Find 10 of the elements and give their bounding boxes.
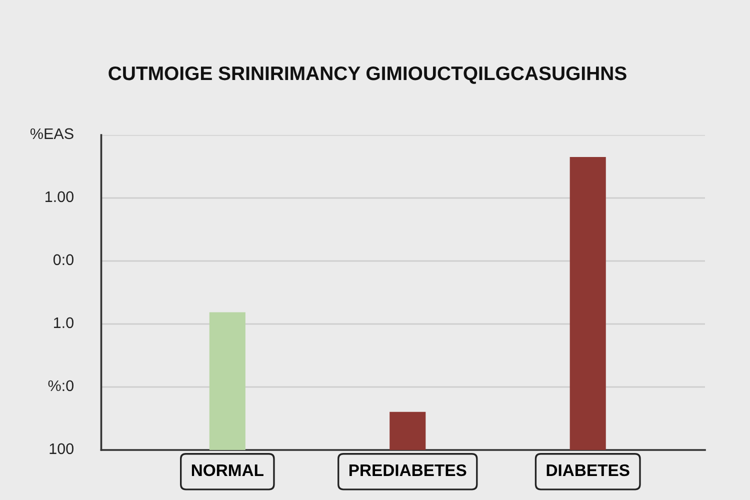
x-tick-label: NORMAL [192,464,264,476]
text: %EAS [30,128,74,140]
text: 1.00 [46,191,74,202]
x-tick-label: PREDIABETES [349,464,466,476]
text: %:0 [48,380,74,392]
x-tick-label: DIABETES [546,464,630,476]
text: 0:0 [53,254,74,266]
text: 1.0 [54,317,74,328]
text: 100 [50,443,74,454]
chart-title: CUTMOIGE SRINIRIMANCY GIMIOUCTQILGCASUGIHNS [108,66,626,84]
